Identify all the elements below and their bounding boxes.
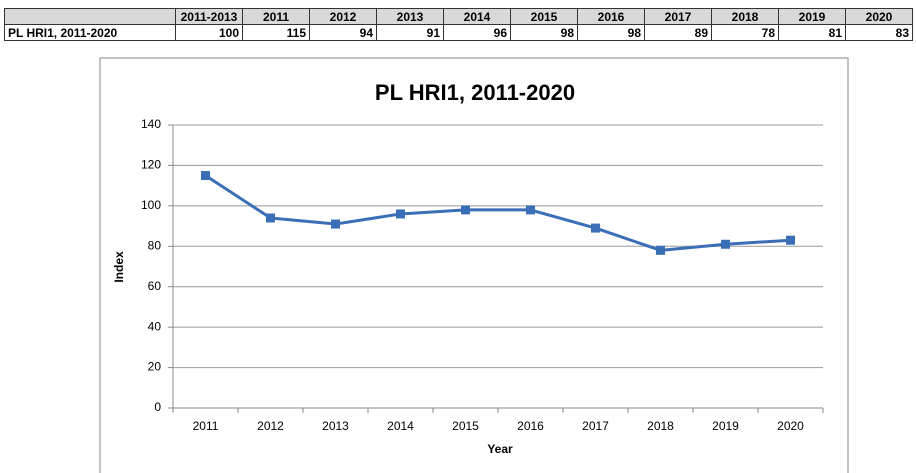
row-label: PL HRI1, 2011-2020 — [4, 24, 176, 41]
x-tick-label: 2017 — [582, 419, 609, 433]
x-tick-label: 2014 — [387, 419, 414, 433]
data-point — [461, 205, 470, 215]
chart-frame — [99, 57, 849, 473]
data-point — [786, 235, 795, 245]
x-tick-label: 2016 — [517, 419, 544, 433]
data-point — [266, 213, 275, 223]
data-point — [591, 223, 600, 233]
corner-cell — [4, 8, 176, 25]
y-axis-label: Index — [112, 251, 126, 283]
series-line — [204, 174, 791, 252]
data-point — [396, 209, 405, 219]
column-header: 2012 — [309, 8, 377, 25]
table-cell: 89 — [644, 24, 712, 41]
table-row: PL HRI1, 2011-2020 100 115 94 91 96 98 98 89 78 81… — [4, 24, 913, 41]
x-tick-label: 2020 — [777, 419, 804, 433]
chart-title: PL HRI1, 2011-2020 — [375, 80, 575, 105]
column-header: 2017 — [644, 8, 712, 25]
y-tick-label: 40 — [148, 319, 162, 333]
x-tick-label: 2011 — [193, 419, 219, 433]
data-table: 2011-2013 2011 2012 2013 2014 2015 2016 2017 201… — [4, 8, 913, 41]
y-tick-label: 120 — [141, 158, 161, 172]
x-tick-label: 2012 — [257, 419, 284, 433]
data-point — [526, 205, 535, 215]
table-cell: 78 — [711, 24, 779, 41]
y-tick-label: 60 — [148, 279, 162, 293]
y-tick-label: 80 — [148, 238, 162, 252]
y-tick-label: 0 — [154, 400, 161, 414]
x-tick-label: 2019 — [712, 419, 739, 433]
table-cell: 81 — [778, 24, 846, 41]
column-header: 2018 — [711, 8, 779, 25]
column-header: 2011-2013 — [175, 8, 243, 25]
y-tick-label: 140 — [141, 117, 161, 131]
column-header: 2020 — [845, 8, 913, 25]
x-axis-label: Year — [487, 442, 513, 456]
y-tick-label: 20 — [148, 360, 162, 374]
data-point — [331, 219, 340, 229]
data-point — [656, 245, 665, 255]
data-point — [201, 171, 210, 181]
table-cell: 83 — [845, 24, 913, 41]
table-cell: 100 — [175, 24, 243, 41]
x-tick-label: 2013 — [322, 419, 349, 433]
x-tick-label: 2018 — [647, 419, 674, 433]
data-point — [721, 239, 730, 249]
y-tick-label: 100 — [141, 198, 161, 212]
x-tick-label: 2015 — [452, 419, 479, 433]
